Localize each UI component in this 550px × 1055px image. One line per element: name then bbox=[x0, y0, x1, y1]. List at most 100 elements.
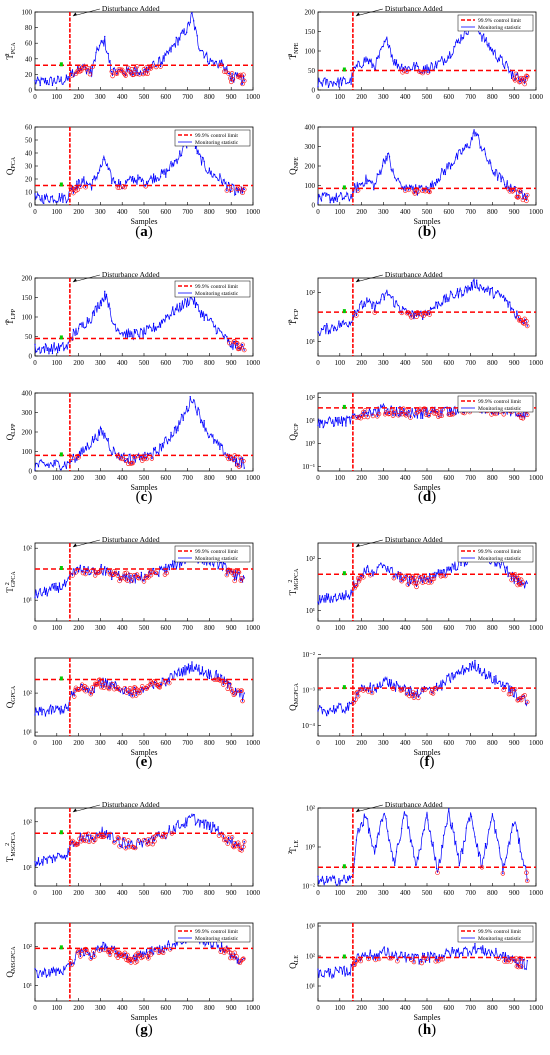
statistic-point bbox=[369, 301, 371, 303]
statistic-point bbox=[217, 568, 219, 570]
statistic-point bbox=[121, 188, 123, 190]
statistic-point bbox=[229, 345, 231, 348]
statistic-point bbox=[130, 335, 132, 337]
statistic-point bbox=[201, 315, 204, 317]
statistic-point bbox=[224, 182, 226, 185]
statistic-point bbox=[516, 575, 518, 578]
statistic-point bbox=[406, 312, 408, 314]
statistic-point bbox=[84, 326, 87, 328]
statistic-point bbox=[429, 313, 431, 316]
statistic-point bbox=[474, 836, 476, 838]
statistic-point bbox=[341, 973, 344, 975]
statistic-point bbox=[118, 179, 120, 181]
y-tick-label: 10¹ bbox=[306, 607, 315, 615]
statistic-point bbox=[439, 179, 441, 181]
undetected-sample-marker bbox=[425, 70, 431, 75]
x-tick-label: 200 bbox=[73, 739, 84, 747]
undetected-sample-marker bbox=[140, 684, 145, 689]
undetected-sample-marker bbox=[524, 73, 529, 79]
undetected-sample-marker bbox=[515, 960, 520, 965]
statistic-point bbox=[322, 426, 324, 429]
statistic-point bbox=[422, 833, 424, 835]
undetected-sample-marker bbox=[114, 71, 120, 77]
undetected-sample-marker bbox=[149, 63, 155, 69]
statistic-point bbox=[402, 817, 405, 819]
statistic-point bbox=[380, 562, 382, 564]
statistic-point bbox=[240, 580, 242, 582]
statistic-point bbox=[488, 162, 490, 165]
x-tick-label: 600 bbox=[161, 359, 172, 367]
statistic-point bbox=[322, 879, 324, 881]
statistic-point bbox=[98, 434, 101, 436]
panel-label-g: (g) bbox=[135, 1022, 153, 1038]
undetected-sample-marker bbox=[404, 310, 410, 316]
undetected-sample-marker bbox=[144, 456, 149, 462]
statistic-point bbox=[104, 432, 106, 434]
statistic-point bbox=[444, 575, 446, 577]
statistic-point bbox=[128, 694, 130, 697]
statistic-point bbox=[317, 424, 319, 427]
statistic-point bbox=[327, 968, 330, 970]
statistic-point bbox=[409, 841, 412, 843]
statistic-point bbox=[388, 571, 391, 573]
statistic-point bbox=[409, 958, 412, 960]
statistic-point bbox=[224, 334, 226, 336]
statistic-point bbox=[168, 439, 170, 441]
statistic-point bbox=[455, 41, 457, 43]
statistic-point bbox=[84, 186, 87, 188]
statistic-point bbox=[394, 684, 396, 686]
undetected-sample-marker bbox=[80, 570, 86, 576]
statistic-point bbox=[376, 302, 378, 305]
statistic-point bbox=[331, 977, 333, 979]
x-tick-label: 900 bbox=[226, 359, 237, 367]
statistic-point bbox=[227, 836, 230, 839]
statistic-point bbox=[519, 851, 521, 853]
statistic-point bbox=[345, 706, 347, 708]
x-axis-title: Samples bbox=[130, 748, 157, 757]
statistic-point bbox=[456, 673, 459, 675]
statistic-point bbox=[378, 413, 380, 415]
undetected-sample-marker bbox=[117, 844, 122, 849]
x-tick-label: 0 bbox=[316, 474, 320, 482]
statistic-point bbox=[95, 305, 97, 307]
statistic-point bbox=[221, 181, 223, 183]
green-marker bbox=[342, 685, 346, 690]
statistic-point bbox=[137, 333, 139, 336]
y-tick-label: 10¹ bbox=[23, 864, 32, 872]
statistic-point bbox=[523, 322, 525, 325]
statistic-point bbox=[397, 571, 399, 573]
statistic-point bbox=[359, 690, 361, 692]
panel-label-a: (a) bbox=[135, 224, 153, 240]
statistic-point bbox=[88, 688, 90, 690]
statistic-point bbox=[472, 280, 474, 282]
statistic-point bbox=[420, 580, 422, 582]
statistic-point bbox=[62, 973, 64, 976]
statistic-point bbox=[385, 679, 387, 681]
statistic-point bbox=[420, 958, 422, 961]
statistic-point bbox=[139, 843, 141, 845]
statistic-point bbox=[509, 572, 511, 574]
statistic-point bbox=[152, 173, 155, 175]
statistic-point bbox=[229, 957, 231, 959]
statistic-point bbox=[130, 574, 132, 576]
statistic-point bbox=[79, 66, 81, 68]
x-tick-label: 400 bbox=[117, 624, 128, 632]
statistic-point bbox=[39, 970, 41, 972]
undetected-sample-marker bbox=[240, 698, 245, 704]
statistic-point bbox=[505, 60, 507, 63]
statistic-point bbox=[34, 79, 36, 82]
y-tick-label: 100 bbox=[22, 314, 33, 322]
statistic-point bbox=[523, 412, 525, 414]
statistic-point bbox=[173, 943, 176, 945]
statistic-point bbox=[524, 865, 527, 867]
statistic-point bbox=[336, 705, 338, 707]
statistic-point bbox=[333, 330, 335, 332]
undetected-sample-marker bbox=[143, 184, 148, 189]
undetected-sample-marker bbox=[152, 679, 157, 684]
undetected-sample-marker bbox=[128, 461, 134, 466]
statistic-point bbox=[367, 570, 370, 573]
statistic-point bbox=[219, 330, 221, 332]
statistic-point bbox=[470, 669, 473, 671]
y-tick-label: 10² bbox=[306, 953, 315, 961]
statistic-point bbox=[437, 178, 439, 180]
